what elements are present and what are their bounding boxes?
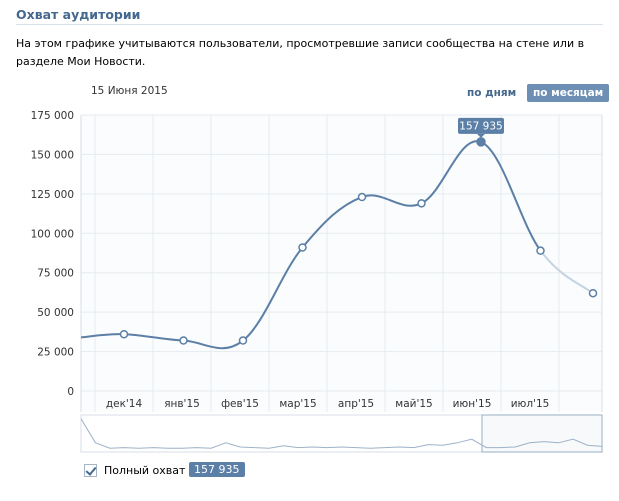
y-tick-label: 75 000	[37, 268, 74, 280]
y-tick-label: 50 000	[37, 307, 74, 319]
by-months-button[interactable]: по месяцам	[527, 84, 610, 102]
y-tick-label: 125 000	[31, 189, 74, 201]
navigator-line	[80, 418, 603, 449]
x-tick-label: май'15	[395, 398, 432, 410]
y-tick-label: 100 000	[31, 228, 74, 240]
tooltip-arrow	[477, 133, 485, 138]
data-point	[238, 336, 248, 345]
data-point-highlight	[476, 137, 486, 147]
legend-value-badge: 157 935	[189, 462, 245, 477]
x-tick-label: мар'15	[279, 398, 316, 410]
x-tick-label: июн'15	[453, 398, 492, 410]
legend-label: Полный охват	[104, 464, 186, 477]
x-tick-label: апр'15	[338, 398, 374, 410]
x-tick-label: июл'15	[511, 398, 550, 410]
tooltip-text: 157 935	[459, 120, 502, 132]
full-reach-checkbox[interactable]	[84, 464, 97, 477]
y-tick-label: 0	[67, 386, 74, 398]
plot-background	[81, 115, 602, 412]
by-days-button[interactable]: по дням	[461, 84, 522, 102]
chart-description: На этом графике учитываются пользователи…	[16, 37, 585, 68]
y-tick-label: 25 000	[37, 347, 74, 359]
data-point	[536, 246, 545, 255]
data-point	[417, 199, 426, 208]
date-label: 15 Июня 2015	[91, 85, 168, 97]
x-tick-label: дек'14	[106, 398, 143, 410]
page-title: Охват аудитории	[16, 7, 141, 22]
data-point	[119, 329, 129, 339]
data-point	[298, 243, 307, 252]
value-tooltip	[458, 117, 504, 134]
title-divider	[16, 24, 603, 25]
y-tick-label: 150 000	[31, 149, 74, 161]
data-point	[357, 192, 367, 202]
navigator-selection	[481, 414, 603, 453]
y-tick-label: 175 000	[31, 110, 74, 122]
data-point	[588, 288, 598, 298]
data-point	[179, 336, 188, 345]
x-tick-label: янв'15	[164, 398, 200, 410]
x-tick-label: фев'15	[221, 398, 259, 410]
